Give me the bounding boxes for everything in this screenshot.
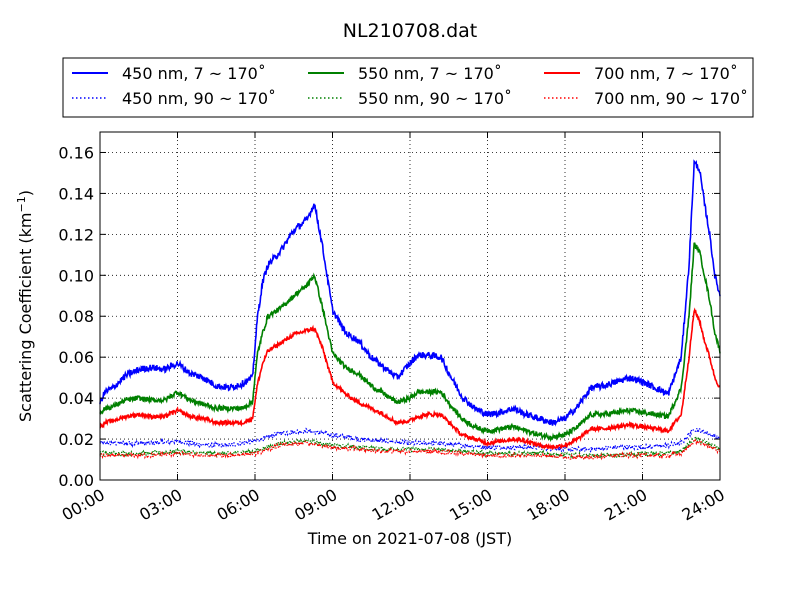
- legend-label: 450 nm, 90 ~ 170˚: [122, 89, 276, 108]
- x-axis: 00:00 03:00 06:00 09:00 12:00 15:00 18:00 21:00…: [59, 132, 728, 525]
- x-tick-label: 15:00: [446, 485, 495, 525]
- series-line: [99, 438, 721, 462]
- x-tick-label: 21:00: [601, 485, 650, 525]
- y-tick-label: 0.08: [58, 307, 94, 326]
- legend-box: [62, 57, 754, 118]
- y-tick-label: 0.04: [58, 389, 94, 408]
- x-tick-label: 12:00: [369, 485, 418, 525]
- series-line: [99, 159, 721, 427]
- chart-title: NL210708.dat: [343, 20, 478, 42]
- legend-label: 700 nm, 7 ~ 170˚: [594, 64, 738, 83]
- series-line: [99, 242, 721, 443]
- y-tick-label: 0.00: [58, 471, 94, 490]
- x-tick-label: 00:00: [59, 485, 108, 525]
- series-line: [99, 307, 721, 451]
- x-axis-label: Time on 2021-07-08 (JST): [307, 529, 512, 548]
- y-tick-label: 0.10: [58, 266, 94, 285]
- y-axis-label-text: Scattering Coefficient (km: [16, 212, 35, 422]
- legend: 450 nm, 7 ~ 170˚ 550 nm, 7 ~ 170˚ 700 nm, …: [62, 57, 754, 118]
- y-axis: 0.00 0.02 0.04 0.06 0.08 0.10 0.12 0.14 0.16: [58, 143, 720, 490]
- series-line: [99, 436, 721, 460]
- x-tick-label: 24:00: [679, 485, 728, 525]
- x-tick-label: 09:00: [291, 485, 340, 525]
- y-axis-label: Scattering Coefficient (km−1): [15, 190, 35, 422]
- y-axis-label-sup: −1: [15, 196, 28, 212]
- legend-label: 700 nm, 90 ~ 170˚: [594, 89, 748, 108]
- x-tick-label: 18:00: [524, 485, 573, 525]
- series-layer: [99, 159, 721, 462]
- x-tick-label: 06:00: [214, 485, 263, 525]
- legend-label: 550 nm, 90 ~ 170˚: [358, 89, 512, 108]
- legend-label: 550 nm, 7 ~ 170˚: [358, 64, 502, 83]
- y-tick-label: 0.14: [58, 184, 94, 203]
- y-tick-label: 0.16: [58, 143, 94, 162]
- y-tick-label: 0.12: [58, 225, 94, 244]
- y-axis-label-end: ): [16, 190, 35, 196]
- series-line: [99, 426, 721, 453]
- x-tick-label: 03:00: [136, 485, 185, 525]
- y-tick-label: 0.06: [58, 348, 94, 367]
- legend-label: 450 nm, 7 ~ 170˚: [122, 64, 266, 83]
- y-tick-label: 0.02: [58, 430, 94, 449]
- grid: [100, 132, 720, 480]
